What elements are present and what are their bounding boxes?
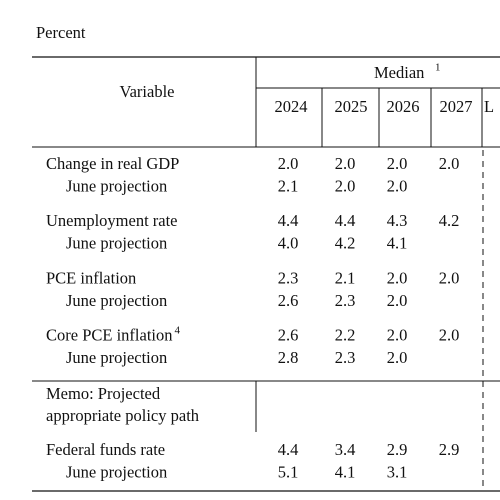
cell-value: 2.0	[387, 268, 408, 287]
row-label: PCE inflation	[46, 268, 136, 287]
cell-value: 4.4	[278, 211, 299, 230]
unit-label: Percent	[36, 23, 86, 42]
cell-value: 2.3	[335, 291, 356, 310]
year-header: 2025	[335, 97, 368, 116]
sub-row-label: June projection	[66, 291, 167, 310]
cell-value: 2.1	[278, 176, 299, 195]
sub-row-label: June projection	[66, 348, 167, 367]
cell-value: 2.3	[335, 348, 356, 367]
cell-value: 2.2	[335, 326, 356, 345]
cell-value: 2.3	[278, 268, 299, 287]
footnote-mark: 4	[175, 324, 181, 336]
year-header: 2026	[387, 97, 420, 116]
memo-text: Memo: Projected	[46, 384, 161, 403]
footnote-mark: 1	[435, 62, 441, 74]
cell-value: 2.0	[439, 326, 460, 345]
year-header: L	[484, 97, 494, 116]
row-label: Federal funds rate	[46, 440, 165, 459]
variable-header: Variable	[120, 82, 175, 101]
cell-value: 2.8	[278, 348, 299, 367]
cell-value: 2.6	[278, 291, 299, 310]
cell-value: 2.6	[278, 326, 299, 345]
row-label: Change in real GDP	[46, 154, 179, 173]
cell-value: 2.0	[439, 268, 460, 287]
cell-value: 4.4	[335, 211, 356, 230]
row-label: Unemployment rate	[46, 211, 178, 230]
cell-value: 4.2	[335, 234, 356, 253]
cell-value: 4.4	[278, 440, 299, 459]
cell-value: 3.4	[335, 440, 356, 459]
cell-value: 4.1	[335, 462, 356, 481]
cell-value: 2.0	[439, 154, 460, 173]
year-header: 2027	[440, 97, 473, 116]
cell-value: 2.0	[387, 291, 408, 310]
median-header: Median	[374, 63, 424, 82]
memo-text: appropriate policy path	[46, 406, 200, 425]
cell-value: 4.2	[439, 211, 460, 230]
sub-row-label: June projection	[66, 176, 167, 195]
cell-value: 4.1	[387, 234, 408, 253]
year-header: 2024	[275, 97, 308, 116]
cell-value: 2.0	[387, 176, 408, 195]
cell-value: 2.0	[387, 154, 408, 173]
cell-value: 4.0	[278, 234, 299, 253]
cell-value: 2.9	[387, 440, 408, 459]
cell-value: 2.0	[335, 154, 356, 173]
cell-value: 2.0	[278, 154, 299, 173]
cell-value: 3.1	[387, 462, 408, 481]
cell-value: 2.0	[335, 176, 356, 195]
cell-value: 2.9	[439, 440, 460, 459]
cell-value: 2.0	[387, 326, 408, 345]
cell-value: 2.1	[335, 268, 356, 287]
cell-value: 5.1	[278, 462, 299, 481]
sub-row-label: June projection	[66, 462, 167, 481]
cell-value: 4.3	[387, 211, 408, 230]
sub-row-label: June projection	[66, 234, 167, 253]
row-label: Core PCE inflation	[46, 326, 173, 345]
cell-value: 2.0	[387, 348, 408, 367]
